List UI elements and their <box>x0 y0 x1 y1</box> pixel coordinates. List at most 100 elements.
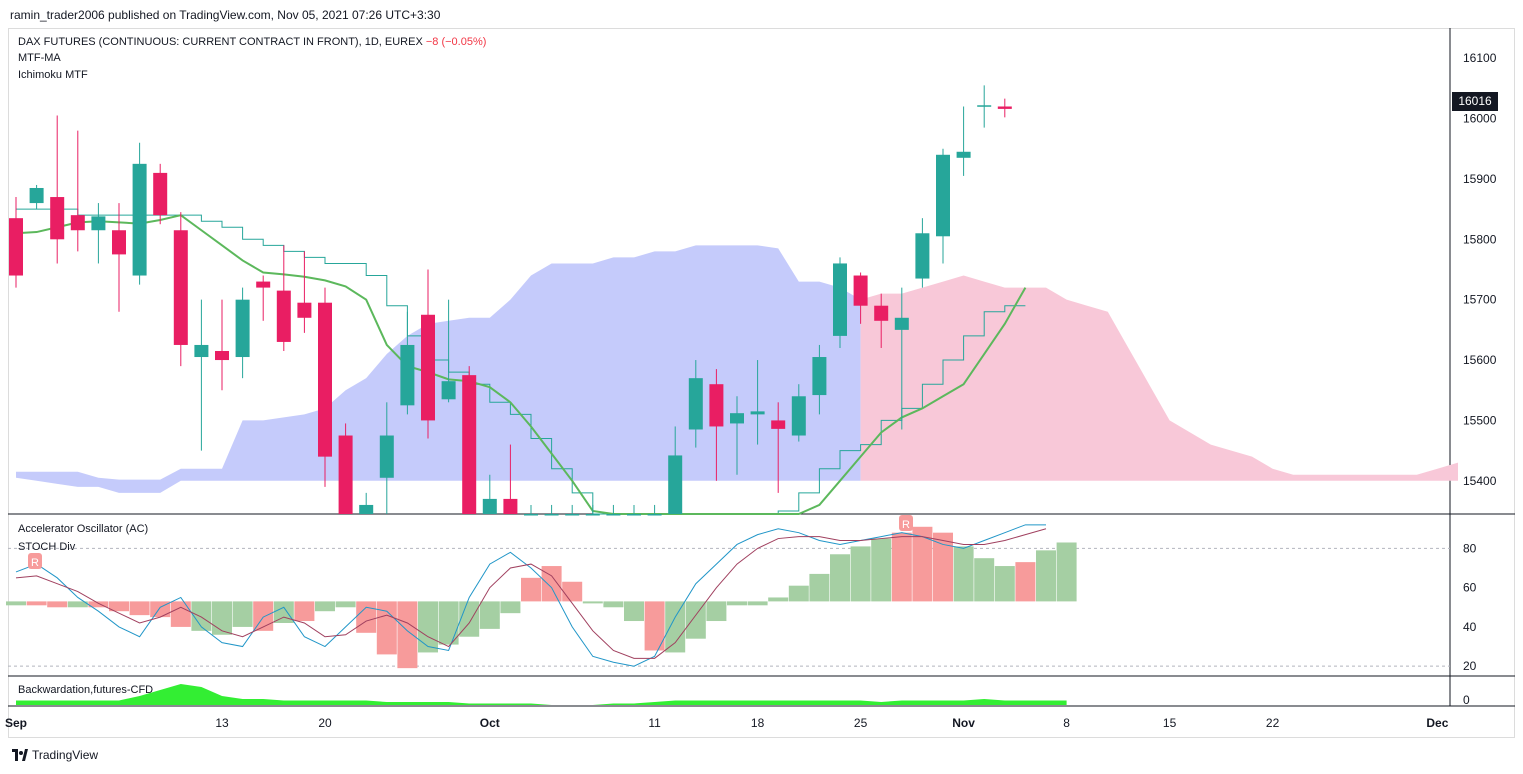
candle <box>627 504 641 516</box>
divergence-markers: R R <box>28 515 913 569</box>
ac-bar <box>850 546 871 602</box>
candle-body <box>544 514 559 516</box>
candle <box>606 504 621 516</box>
indicator-stoch-div[interactable]: STOCH Div <box>18 541 76 553</box>
ac-bar <box>294 601 315 622</box>
price-tick-label: 15500 <box>1463 413 1497 427</box>
ac-bar <box>232 601 253 627</box>
ac-bar <box>273 601 294 623</box>
ac-bar <box>6 601 26 606</box>
time-tick-label: Nov <box>952 716 975 730</box>
candle-body <box>194 344 209 358</box>
candle-body <box>400 344 415 406</box>
ac-bar <box>1056 542 1077 602</box>
candle-body <box>997 106 1012 109</box>
candle <box>482 474 497 514</box>
candle <box>462 366 477 514</box>
cloud-bullish <box>16 245 861 493</box>
symbol-label: DAX FUTURES (CONTINUOUS: CURRENT CONTRAC… <box>18 36 423 48</box>
price-tick-label: 15400 <box>1463 474 1497 488</box>
candle-body <box>956 151 971 158</box>
ac-bar <box>521 577 541 602</box>
time-axis[interactable]: Sep 13 20 Oct 11 18 25 Nov 8 15 22 Dec <box>5 716 1449 730</box>
candle-body <box>606 514 621 516</box>
stoch-d-line <box>15 528 1047 659</box>
candle-body <box>173 230 188 345</box>
ac-bar <box>809 573 830 602</box>
price-tick-label: 15700 <box>1463 293 1497 307</box>
ac-bar <box>67 601 88 608</box>
candle-body <box>812 357 827 396</box>
time-tick-label: 11 <box>648 716 661 730</box>
candle-body <box>276 290 291 342</box>
candle <box>688 360 703 448</box>
candle <box>524 504 538 516</box>
ac-bar <box>438 601 459 645</box>
time-tick-label: 15 <box>1163 716 1177 730</box>
candle <box>112 203 126 312</box>
ac-bar <box>315 601 335 612</box>
candle <box>70 130 85 252</box>
candle <box>441 299 456 403</box>
candle-body <box>29 187 44 204</box>
ac-bar <box>397 601 418 669</box>
ac-bar <box>88 601 109 608</box>
candle <box>791 384 806 442</box>
candle <box>173 212 188 367</box>
candle-body <box>894 317 909 330</box>
time-tick-label: 20 <box>318 716 332 730</box>
ac-bar <box>665 601 686 653</box>
ac-bar <box>418 601 438 653</box>
osc-tick-label: 40 <box>1463 620 1477 634</box>
candle-body <box>915 233 930 279</box>
price-axis[interactable]: 16100 16000 15900 15800 15700 15600 15500 15400… <box>1463 51 1497 707</box>
divergence-marker-r-label: R <box>902 519 910 531</box>
candle <box>585 504 600 516</box>
indicator-accelerator[interactable]: Accelerator Oscillator (AC) <box>18 523 149 535</box>
candle <box>276 245 291 351</box>
ac-bar <box>26 601 47 606</box>
candle-body <box>153 172 168 216</box>
ac-bar <box>562 581 583 602</box>
candle-body <box>132 163 147 276</box>
candle-body <box>791 396 806 436</box>
ac-bar <box>376 601 397 655</box>
candle <box>29 184 44 210</box>
osc-tick-label: 60 <box>1463 581 1477 595</box>
tradingview-logo-icon <box>12 749 28 761</box>
indicator-ichimoku[interactable]: Ichimoku MTF <box>18 69 88 81</box>
ac-bar <box>335 601 356 608</box>
candle-body <box>585 514 600 516</box>
candle <box>565 504 580 516</box>
ichimoku-cloud <box>16 245 1458 493</box>
divergence-marker-r <box>899 515 913 531</box>
candle <box>338 423 353 514</box>
candle-body <box>524 514 538 516</box>
price-tick-label: 16100 <box>1463 51 1497 65</box>
candle-body <box>668 455 683 514</box>
oscillator-grid <box>8 547 1450 667</box>
ac-bar <box>685 601 706 639</box>
time-tick-label: 22 <box>1266 716 1280 730</box>
indicator-mtf-ma[interactable]: MTF-MA <box>18 52 61 64</box>
candle <box>318 287 332 487</box>
candle <box>956 106 971 176</box>
indicator-backwardation[interactable]: Backwardation,futures-CFD <box>18 684 154 696</box>
candle-body <box>256 281 271 288</box>
ac-bar <box>891 532 912 602</box>
divergence-marker-r-label: R <box>31 557 39 569</box>
candle <box>256 275 271 321</box>
candle <box>915 218 930 288</box>
stoch-k-line <box>15 524 1046 667</box>
time-tick-label: Sep <box>5 716 27 730</box>
backwardation-fill <box>16 684 1067 705</box>
ac-bar <box>788 585 809 602</box>
cloud-bearish <box>860 275 1458 481</box>
ac-bar <box>212 601 232 635</box>
candle-body <box>482 498 497 514</box>
candle-body <box>627 514 641 516</box>
candle-body <box>730 413 744 424</box>
backwardation-area <box>16 684 1067 705</box>
candle-body <box>771 420 786 429</box>
